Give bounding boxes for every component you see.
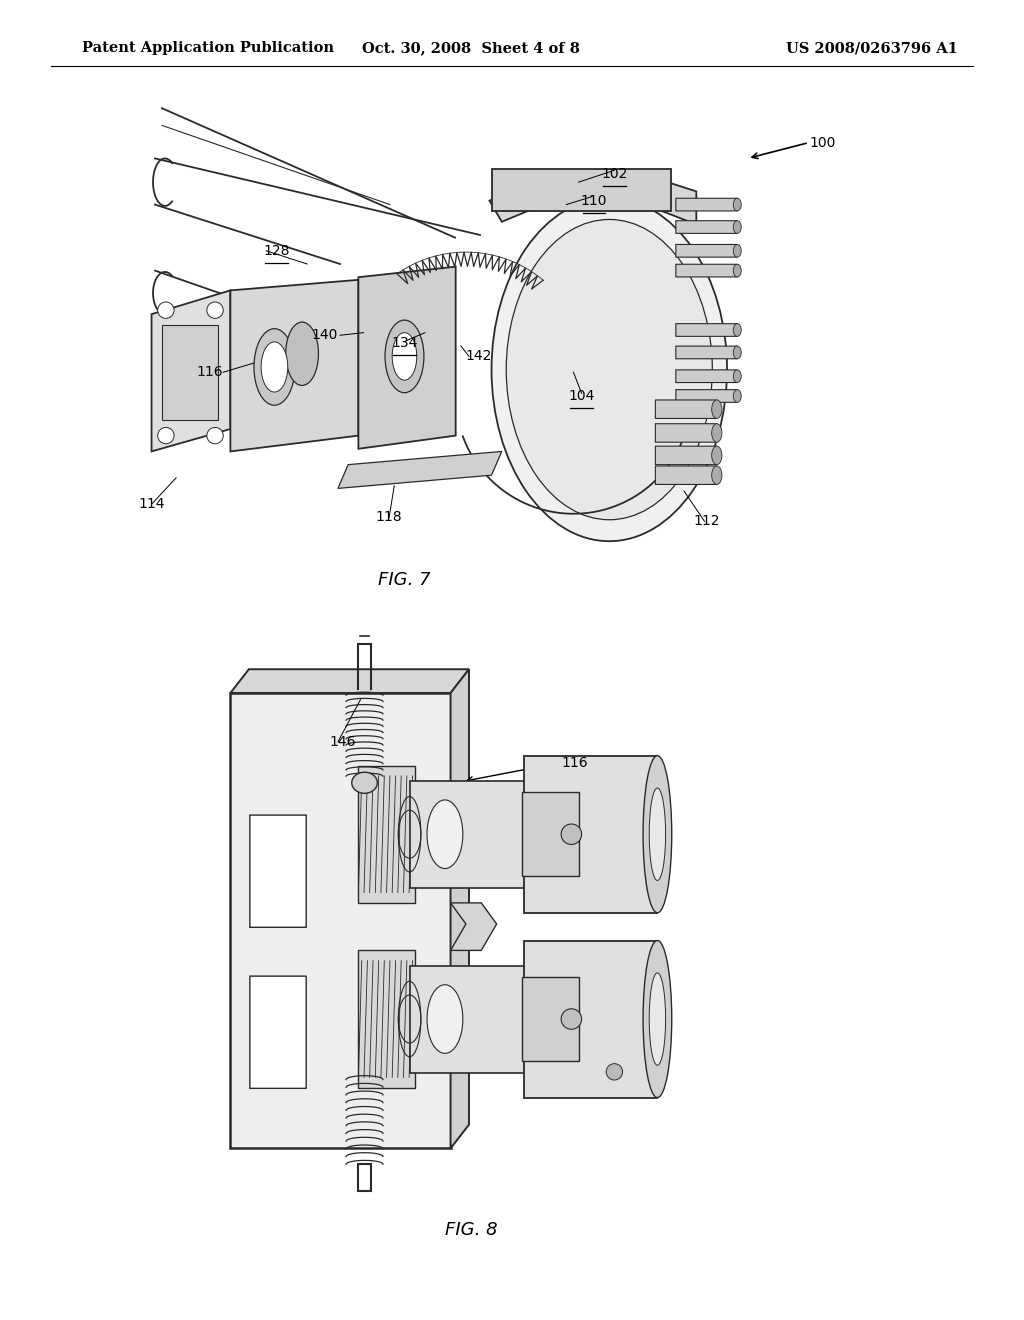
FancyBboxPatch shape (250, 814, 306, 928)
Text: 134: 134 (391, 337, 418, 350)
Circle shape (207, 428, 223, 444)
Polygon shape (522, 977, 579, 1061)
Ellipse shape (286, 322, 318, 385)
Polygon shape (522, 792, 579, 876)
Ellipse shape (733, 264, 741, 277)
Bar (358, 950, 415, 1088)
FancyBboxPatch shape (676, 244, 737, 257)
Ellipse shape (733, 323, 741, 337)
Ellipse shape (392, 333, 417, 380)
Text: 114: 114 (138, 498, 165, 511)
Polygon shape (358, 267, 456, 449)
Text: 140: 140 (311, 329, 338, 342)
Ellipse shape (254, 329, 295, 405)
FancyBboxPatch shape (676, 370, 737, 383)
FancyBboxPatch shape (676, 264, 737, 277)
Ellipse shape (649, 788, 666, 880)
Circle shape (606, 1064, 623, 1080)
FancyBboxPatch shape (250, 975, 306, 1089)
Polygon shape (230, 693, 451, 1148)
FancyBboxPatch shape (676, 198, 737, 211)
Ellipse shape (643, 755, 672, 913)
Ellipse shape (712, 466, 722, 484)
Text: 118: 118 (376, 511, 402, 524)
Text: 104: 104 (568, 389, 595, 403)
Polygon shape (451, 903, 497, 950)
Ellipse shape (649, 973, 666, 1065)
Ellipse shape (261, 342, 288, 392)
Polygon shape (230, 280, 358, 451)
FancyBboxPatch shape (676, 220, 737, 234)
Text: 142: 142 (466, 350, 493, 363)
Ellipse shape (733, 370, 741, 383)
Text: 102: 102 (601, 168, 628, 181)
Bar (524, 755, 657, 913)
Circle shape (158, 428, 174, 444)
Text: FIG. 8: FIG. 8 (444, 1221, 498, 1239)
Ellipse shape (427, 800, 463, 869)
Text: 110: 110 (581, 194, 607, 207)
Ellipse shape (733, 220, 741, 234)
Text: US 2008/0263796 A1: US 2008/0263796 A1 (785, 41, 957, 55)
FancyBboxPatch shape (655, 466, 717, 484)
Ellipse shape (733, 389, 741, 403)
Ellipse shape (733, 346, 741, 359)
Ellipse shape (506, 219, 713, 520)
Ellipse shape (712, 446, 722, 465)
Ellipse shape (712, 400, 722, 418)
Text: Patent Application Publication: Patent Application Publication (82, 41, 334, 55)
FancyBboxPatch shape (655, 400, 717, 418)
Ellipse shape (352, 772, 378, 793)
Text: 128: 128 (263, 244, 290, 257)
FancyBboxPatch shape (655, 446, 717, 465)
Ellipse shape (712, 424, 722, 442)
Text: 146: 146 (330, 735, 356, 748)
Text: 112: 112 (693, 515, 720, 528)
Polygon shape (152, 290, 230, 451)
Ellipse shape (733, 198, 741, 211)
Text: 116: 116 (561, 756, 588, 770)
Polygon shape (489, 172, 696, 224)
Ellipse shape (492, 198, 727, 541)
Circle shape (561, 824, 582, 845)
Bar (358, 766, 415, 903)
Circle shape (158, 302, 174, 318)
Bar (410, 780, 527, 888)
Polygon shape (451, 669, 469, 1148)
Text: Oct. 30, 2008  Sheet 4 of 8: Oct. 30, 2008 Sheet 4 of 8 (362, 41, 580, 55)
FancyBboxPatch shape (492, 169, 671, 211)
Text: 116: 116 (197, 366, 223, 379)
FancyBboxPatch shape (676, 389, 737, 403)
FancyBboxPatch shape (655, 424, 717, 442)
Ellipse shape (385, 321, 424, 393)
Text: 100: 100 (809, 136, 836, 149)
Bar (410, 965, 527, 1073)
Bar (162, 325, 218, 420)
FancyBboxPatch shape (676, 323, 737, 337)
Bar (524, 940, 657, 1098)
Ellipse shape (427, 985, 463, 1053)
Circle shape (207, 302, 223, 318)
FancyBboxPatch shape (676, 346, 737, 359)
Polygon shape (230, 669, 469, 693)
Text: FIG. 7: FIG. 7 (378, 572, 431, 589)
Ellipse shape (643, 940, 672, 1098)
Circle shape (561, 1008, 582, 1030)
Ellipse shape (733, 244, 741, 257)
Polygon shape (338, 451, 502, 488)
